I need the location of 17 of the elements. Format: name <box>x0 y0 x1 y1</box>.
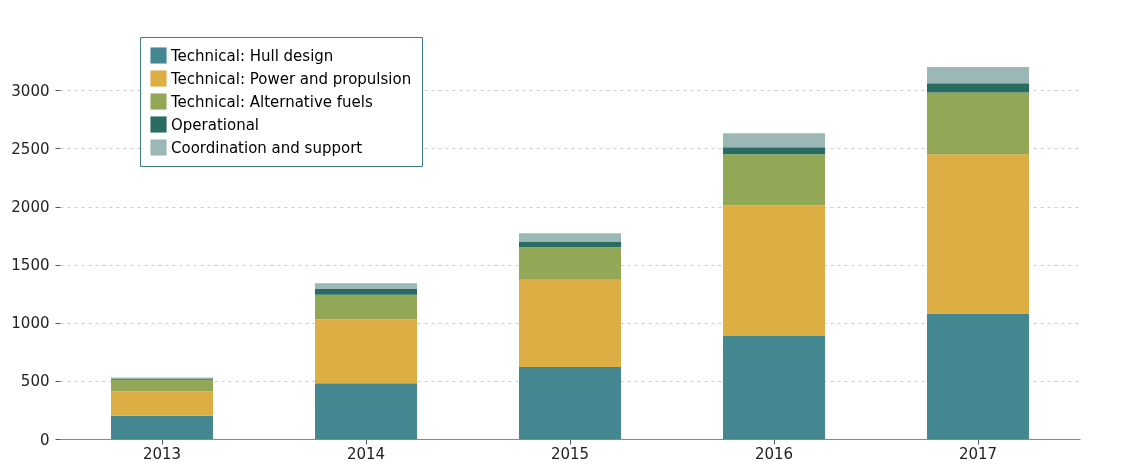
y-tick-label: 1500 <box>11 256 50 275</box>
x-tick-label: 2016 <box>754 444 794 463</box>
legend-label: Technical: Alternative fuels <box>170 92 373 111</box>
legend-label: Technical: Hull design <box>170 46 334 65</box>
y-tick-label: 2500 <box>11 139 50 158</box>
legend-label: Technical: Power and propulsion <box>170 69 412 88</box>
y-tick-label: 500 <box>20 372 50 391</box>
y-tick-label: 1000 <box>11 314 50 333</box>
x-tick-label: 2013 <box>142 444 182 463</box>
x-tick-label: 2015 <box>550 444 590 463</box>
y-tick-label: 3000 <box>11 81 50 100</box>
x-tick-label: 2017 <box>958 444 998 463</box>
legend-label: Operational <box>171 115 260 134</box>
legend-label: Coordination and support <box>171 138 363 157</box>
y-tick-label: 0 <box>39 430 50 449</box>
y-tick-label: 2000 <box>11 198 50 216</box>
x-tick-label: 2014 <box>346 444 386 463</box>
